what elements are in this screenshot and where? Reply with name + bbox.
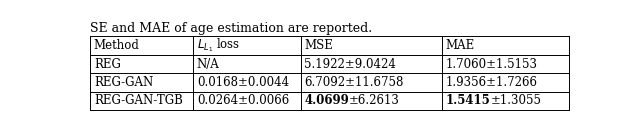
Text: ±1.3055: ±1.3055 (490, 94, 541, 107)
Text: 0.0168±0.0044: 0.0168±0.0044 (196, 76, 289, 89)
Text: $L_{L_1}$ loss: $L_{L_1}$ loss (196, 37, 240, 54)
Text: REG-GAN-TGB: REG-GAN-TGB (94, 94, 183, 107)
Text: 4.0699: 4.0699 (305, 94, 349, 107)
Text: 0.0264±0.0066: 0.0264±0.0066 (196, 94, 289, 107)
Text: REG: REG (94, 58, 121, 71)
Text: SE and MAE of age estimation are reported.: SE and MAE of age estimation are reporte… (90, 22, 372, 35)
Text: MSE: MSE (305, 39, 333, 52)
Text: REG-GAN: REG-GAN (94, 76, 153, 89)
Text: Method: Method (94, 39, 140, 52)
Text: 6.7092±11.6758: 6.7092±11.6758 (305, 76, 404, 89)
Text: 5.1922±9.0424: 5.1922±9.0424 (305, 58, 396, 71)
Text: 1.5415: 1.5415 (445, 94, 490, 107)
Text: ±6.2613: ±6.2613 (349, 94, 400, 107)
Text: 1.9356±1.7266: 1.9356±1.7266 (445, 76, 538, 89)
Text: 1.7060±1.5153: 1.7060±1.5153 (445, 58, 538, 71)
Text: N/A: N/A (196, 58, 220, 71)
Text: MAE: MAE (445, 39, 475, 52)
